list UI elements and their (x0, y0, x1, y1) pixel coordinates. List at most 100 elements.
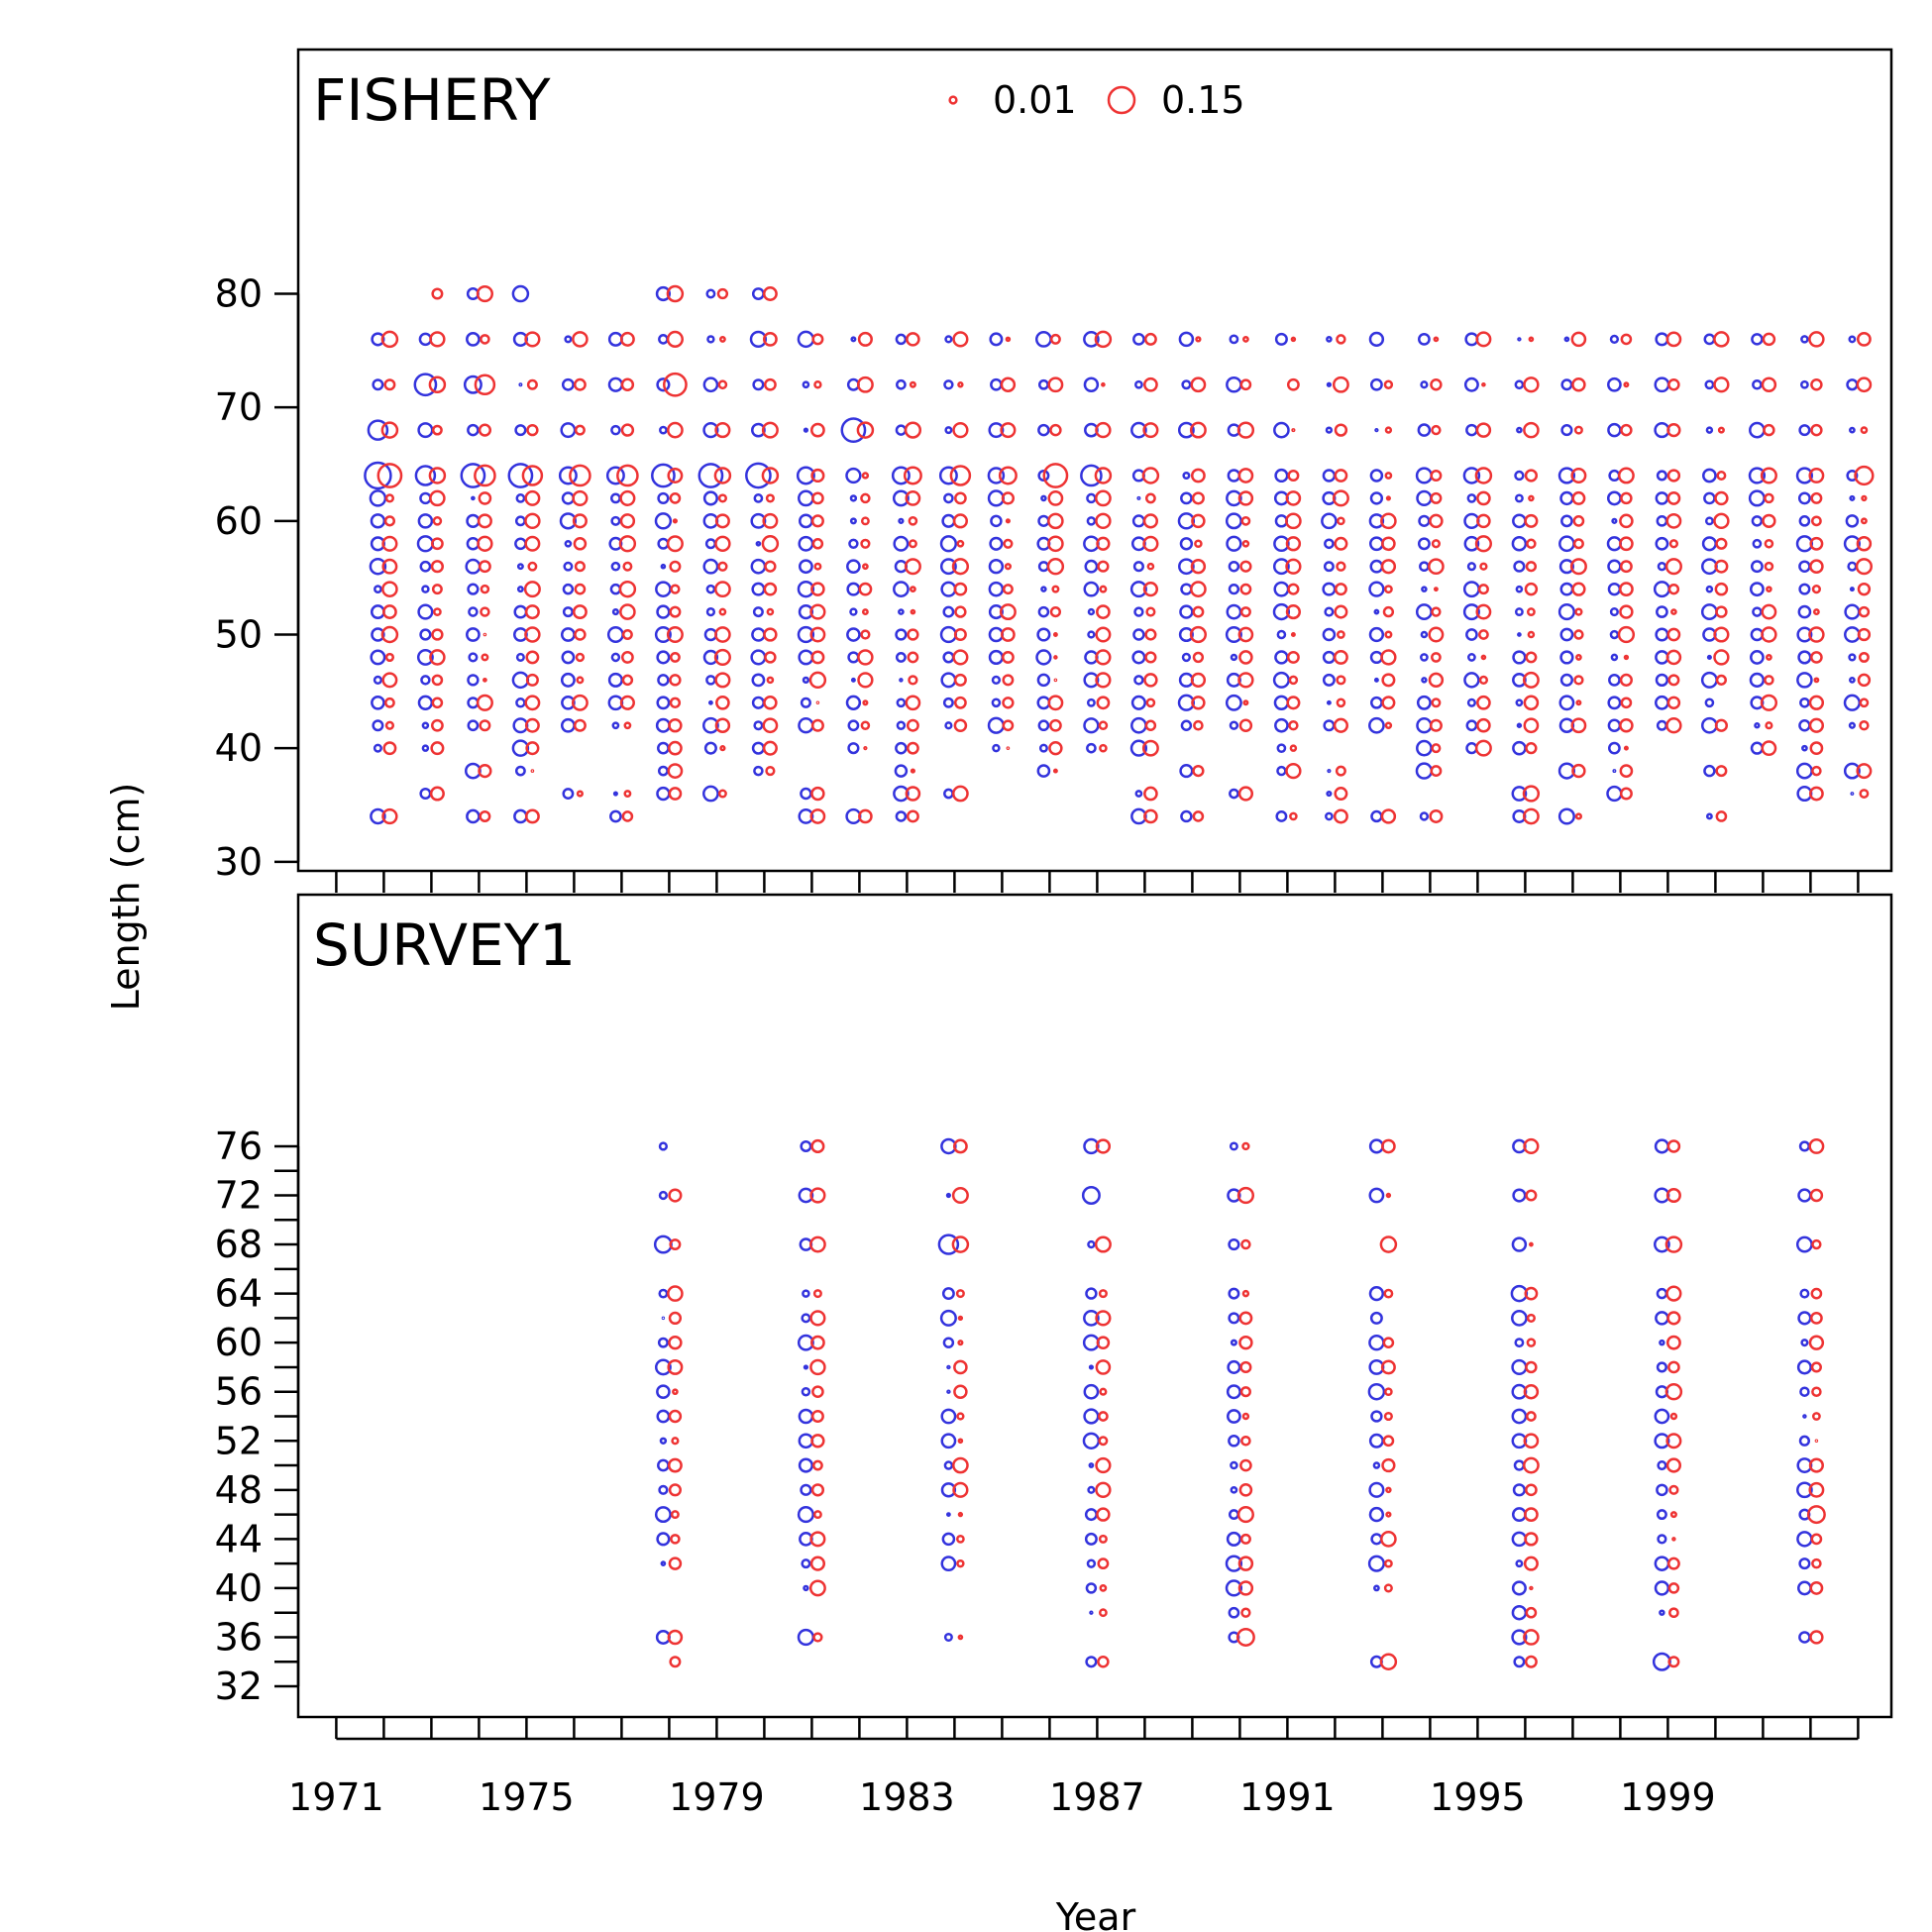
bubble-observed (367, 419, 389, 441)
bubble-observed (414, 465, 437, 486)
bubble-observed (465, 558, 482, 575)
bubble-expected (1765, 654, 1772, 661)
bubble-observed (514, 537, 527, 551)
bubble-expected (1189, 421, 1207, 439)
bubble-observed (939, 625, 958, 644)
bubble-expected (1808, 626, 1825, 643)
bubble-expected (432, 516, 443, 526)
bubble-observed (660, 563, 667, 570)
bubble-expected (668, 787, 683, 801)
bubble-expected (1001, 627, 1016, 642)
bubble-observed (656, 1409, 671, 1424)
bubble-observed (1084, 1532, 1098, 1546)
bubble-observed (1704, 379, 1715, 390)
bubble-expected (1237, 468, 1254, 483)
bubble-expected (1049, 423, 1062, 437)
bubble-observed (1083, 581, 1100, 597)
bubble-expected (1715, 605, 1728, 618)
bubble-expected (857, 649, 874, 666)
bubble-observed (943, 1632, 953, 1642)
legend-label: 0.15 (1161, 78, 1245, 122)
bubble-observed (1227, 469, 1241, 483)
y-tick-label-fishery: 30 (215, 840, 263, 884)
bubble-expected (574, 628, 587, 641)
bubble-expected (1428, 626, 1445, 643)
bubble-observed (369, 557, 387, 576)
bubble-observed (1752, 606, 1763, 617)
x-axis-title: Year (1055, 1895, 1136, 1932)
bubble-expected (1811, 1386, 1822, 1397)
bubble-observed (1228, 583, 1240, 595)
bubble-observed (369, 489, 387, 507)
bubble-expected (1235, 1628, 1255, 1647)
bubble-expected (524, 695, 541, 711)
bubble-observed (988, 649, 1005, 666)
bubble-expected (1478, 675, 1489, 685)
bubble-expected (1525, 561, 1538, 573)
bubble-observed (990, 377, 1003, 391)
bubble-observed (1850, 792, 1855, 796)
bubble-expected (483, 677, 487, 683)
bubble-observed (466, 808, 481, 824)
bubble-expected (1714, 490, 1729, 506)
bubble-observed (702, 558, 719, 575)
bubble-expected (903, 466, 922, 485)
bubble-expected (1238, 1483, 1253, 1497)
bubble-expected (573, 536, 588, 551)
bubble-observed (797, 330, 815, 349)
bubble-observed (751, 582, 766, 596)
bubble-observed (1701, 536, 1717, 552)
bubble-expected (1809, 1188, 1824, 1203)
bubble-expected (1141, 467, 1160, 484)
bubble-expected (1665, 1285, 1682, 1302)
y-tick-label-fishery: 60 (215, 499, 263, 543)
bubble-observed (798, 1408, 814, 1425)
bubble-expected (381, 581, 398, 597)
bubble-observed (1844, 626, 1861, 643)
bubble-observed (1705, 585, 1714, 593)
bubble-expected (952, 1138, 968, 1154)
bubble-observed (1372, 1461, 1381, 1469)
bubble-expected (1096, 604, 1111, 619)
bubble-expected (1143, 673, 1158, 688)
bubble-observed (1131, 650, 1146, 665)
bubble-observed (1843, 694, 1862, 711)
bubble-observed (1178, 626, 1194, 643)
bubble-expected (1145, 606, 1156, 617)
bubble-observed (1652, 1652, 1671, 1671)
bubble-observed (753, 720, 764, 731)
bubble-expected (1290, 632, 1296, 637)
bubble-observed (1226, 1531, 1241, 1547)
bubble-expected (809, 603, 826, 620)
bubble-expected (1046, 558, 1065, 576)
bubble-observed (939, 558, 957, 576)
bubble-observed (516, 563, 524, 571)
bubble-observed (799, 559, 813, 575)
bubble-observed (1557, 807, 1575, 825)
bubble-observed (514, 765, 526, 777)
y-tick-label-survey1: 36 (215, 1615, 263, 1659)
bubble-observed (561, 491, 576, 505)
bubble-observed (1559, 627, 1574, 642)
bubble-expected (1811, 1238, 1822, 1250)
bubble-observed (1607, 696, 1622, 710)
bubble-observed (661, 1316, 666, 1321)
bubble-expected (429, 331, 446, 348)
bubble-expected (1433, 336, 1440, 343)
bubble-expected (1665, 1457, 1682, 1473)
bubble-expected (1049, 333, 1061, 345)
bubble-expected (431, 674, 444, 687)
bubble-observed (702, 376, 719, 393)
bubble-expected (1523, 1137, 1540, 1155)
bubble-observed (373, 675, 383, 685)
bubble-expected (860, 629, 871, 640)
bubble-expected (1142, 535, 1159, 552)
bubble-expected (860, 516, 870, 526)
panel-title-survey1: SURVEY1 (313, 912, 576, 979)
bubble-observed (1180, 491, 1193, 505)
bubble-expected (1380, 512, 1397, 530)
bubble-observed (1655, 673, 1669, 688)
bubble-observed (1465, 628, 1478, 641)
bubble-expected (1713, 376, 1730, 393)
bubble-observed (1274, 468, 1289, 483)
